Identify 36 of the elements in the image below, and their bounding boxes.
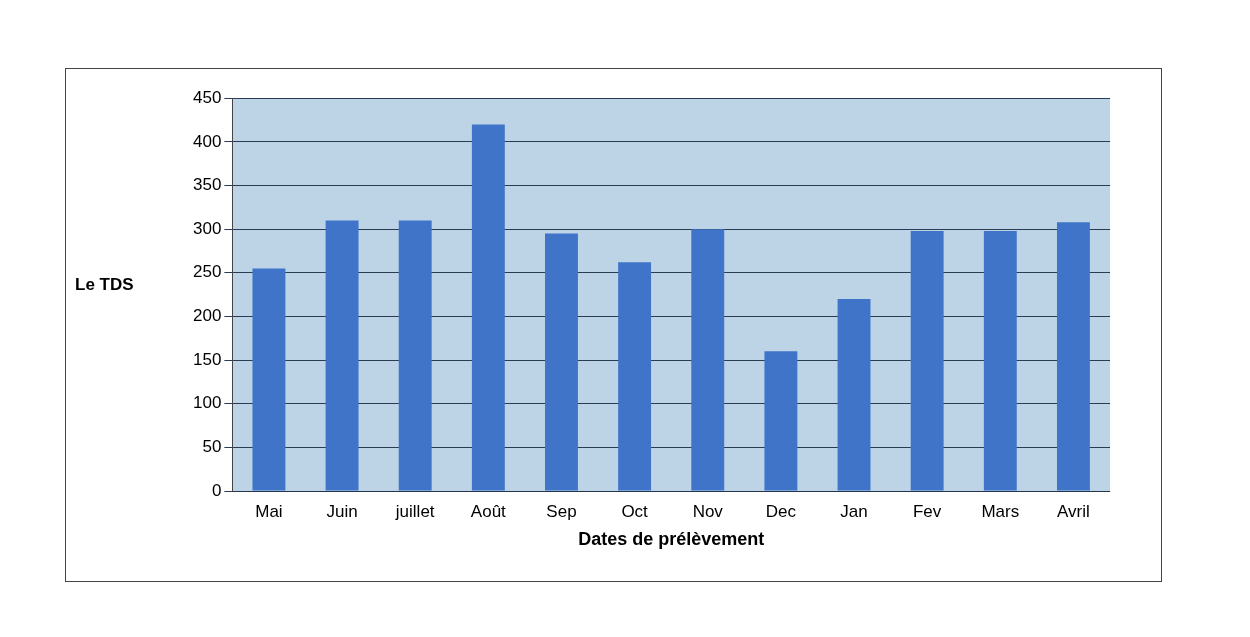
x-tick-label: Sep — [546, 501, 577, 521]
x-tick-label: Mars — [981, 501, 1020, 521]
y-tick-label: 150 — [192, 349, 222, 369]
x-axis-title: Dates de prélèvement — [578, 529, 765, 550]
bar — [837, 298, 871, 491]
bar — [983, 230, 1017, 491]
y-tick-label: 200 — [192, 306, 222, 326]
x-tick-label: Dec — [765, 501, 797, 521]
bar — [545, 233, 578, 491]
x-tick-label: Mai — [255, 501, 283, 521]
bar — [1056, 222, 1090, 491]
y-axis-title: Le TDS — [75, 275, 134, 295]
y-tick-label: 50 — [202, 437, 222, 457]
x-tick-label: Jan — [840, 501, 868, 521]
y-tick-label: 250 — [192, 262, 222, 282]
y-tick-label: 100 — [192, 393, 222, 413]
x-tick-label: Août — [470, 501, 507, 521]
bar — [252, 268, 286, 491]
x-tick-label: Nov — [692, 501, 724, 521]
y-tick-label: 400 — [192, 131, 222, 151]
x-tick-label: juillet — [394, 501, 435, 521]
bar — [398, 220, 432, 491]
y-tick-label: 350 — [192, 175, 222, 195]
x-tick-label: Avril — [1057, 501, 1090, 521]
bar — [471, 124, 505, 491]
bar — [618, 262, 652, 491]
bar — [910, 230, 944, 491]
y-tick-label: 0 — [211, 480, 222, 500]
bar — [691, 229, 725, 491]
y-tick-label: 450 — [192, 87, 222, 107]
y-tick-label: 300 — [192, 218, 222, 238]
x-tick-label: Oct — [621, 501, 649, 521]
bar — [764, 351, 798, 491]
bar — [325, 220, 359, 491]
x-tick-label: Fev — [912, 501, 942, 521]
x-tick-label: Juin — [326, 501, 358, 521]
